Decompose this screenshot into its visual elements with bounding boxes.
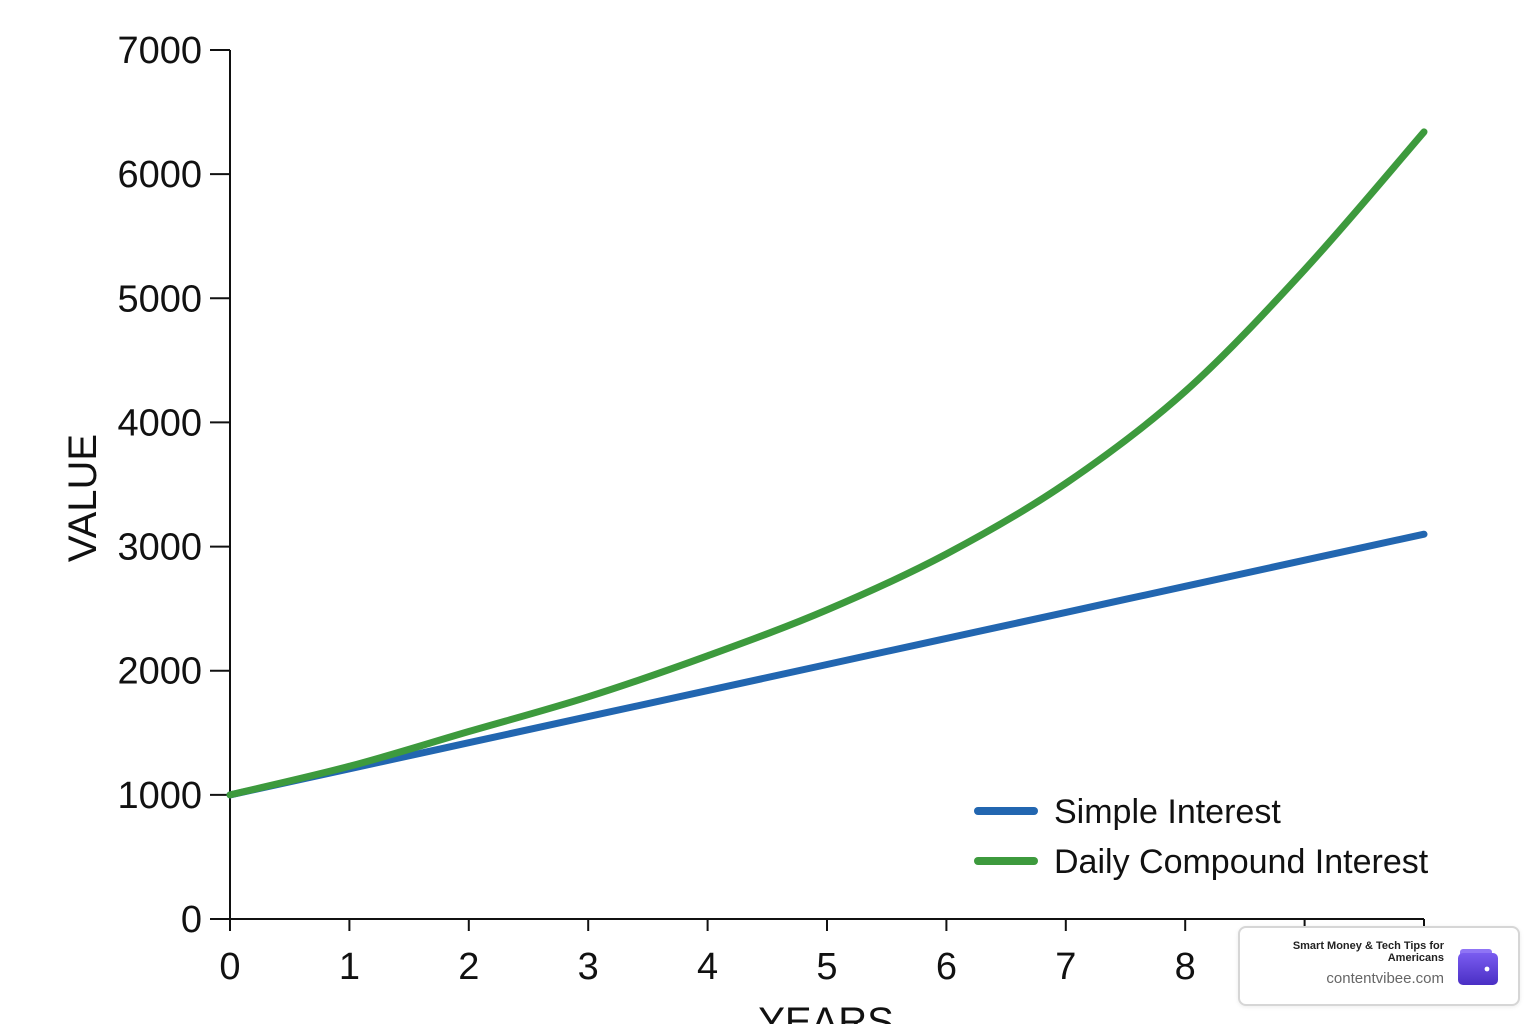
- y-tick-label: 4000: [117, 402, 202, 444]
- y-tick-label: 2000: [117, 651, 202, 693]
- badge-site[interactable]: contentvibee.com: [1326, 970, 1444, 987]
- badge-text: Smart Money & Tech Tips for Americans co…: [1254, 940, 1444, 987]
- x-tick-label: 4: [697, 946, 718, 988]
- y-tick-label: 1000: [117, 775, 202, 817]
- wallet-icon: [1458, 949, 1498, 985]
- source-badge[interactable]: Smart Money & Tech Tips for Americans co…: [1238, 926, 1520, 1006]
- y-axis-ticks: 0 1000 2000 3000 4000 5000 6000 7000: [117, 30, 230, 941]
- x-axis-ticks: 0 1 2 3 4 5 6 7 8: [219, 919, 1425, 988]
- x-tick-label: 1: [339, 946, 360, 988]
- x-tick-label: 3: [578, 946, 599, 988]
- y-tick-label: 6000: [117, 154, 202, 196]
- series-line-daily-compound-interest: [226, 128, 1428, 799]
- x-tick-label: 0: [219, 946, 240, 988]
- x-tick-label: 5: [816, 946, 837, 988]
- legend-label: Daily Compound Interest: [1054, 843, 1429, 881]
- axes: [229, 50, 1424, 920]
- legend: Simple Interest Daily Compound Interest: [974, 793, 1429, 881]
- y-tick-label: 0: [181, 899, 202, 941]
- y-tick-label: 5000: [117, 278, 202, 320]
- x-tick-label: 2: [458, 946, 479, 988]
- legend-label: Simple Interest: [1054, 793, 1281, 831]
- y-tick-label: 7000: [117, 30, 202, 72]
- x-tick-label: 8: [1175, 946, 1196, 988]
- series-line-simple-interest: [226, 530, 1428, 799]
- y-axis-title: VALUE: [61, 434, 105, 562]
- badge-tagline: Smart Money & Tech Tips for Americans: [1292, 940, 1444, 964]
- x-tick-label: 6: [936, 946, 957, 988]
- series-lines: [226, 128, 1428, 799]
- x-axis-title: YEARS: [758, 1000, 894, 1024]
- x-tick-label: 7: [1055, 946, 1076, 988]
- y-tick-label: 3000: [117, 527, 202, 569]
